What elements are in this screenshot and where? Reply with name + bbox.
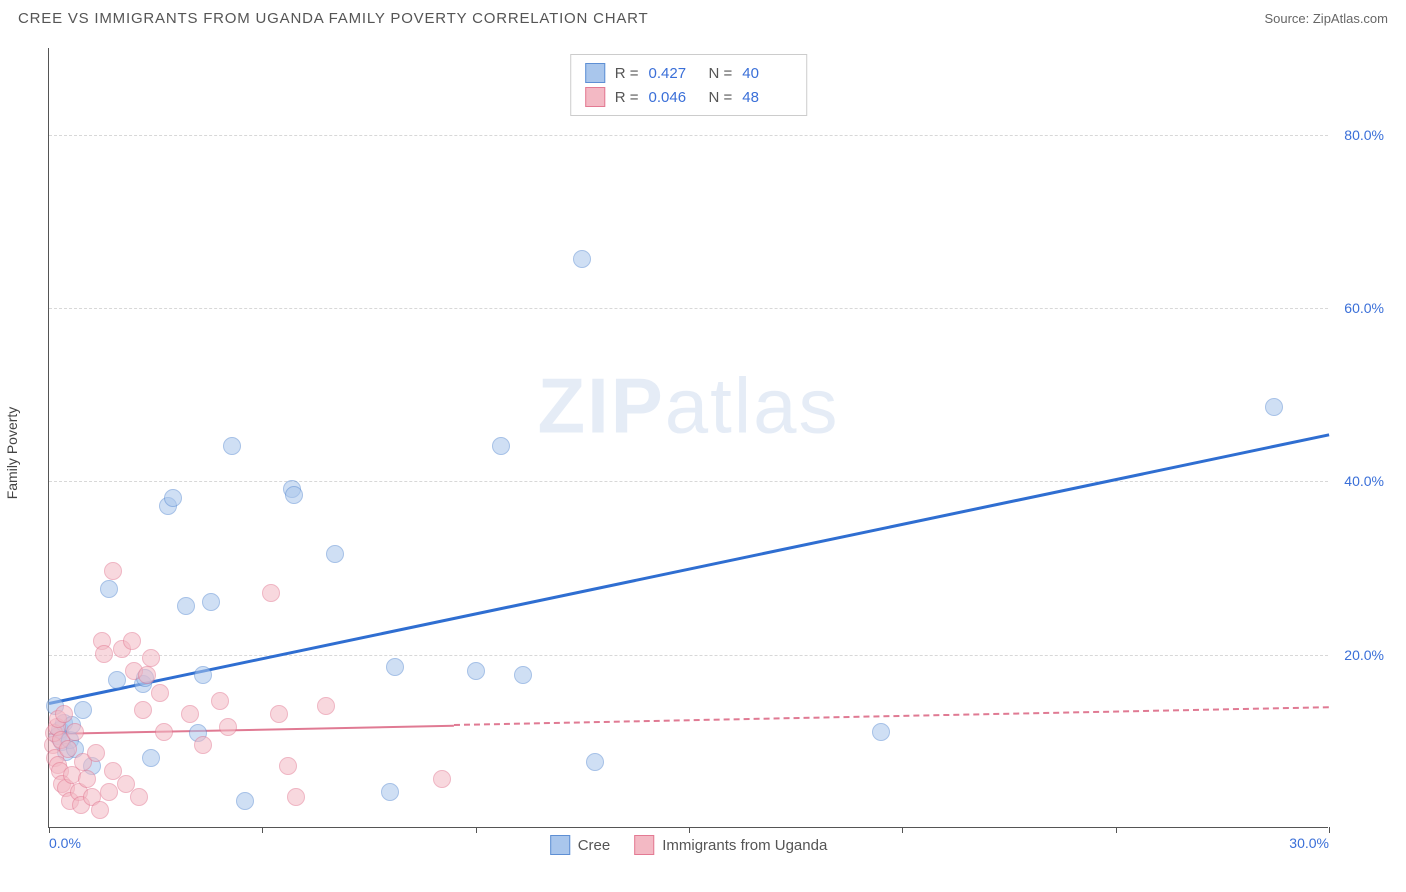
- data-point-uganda: [317, 697, 335, 715]
- data-point-uganda: [95, 645, 113, 663]
- data-point-cree: [223, 437, 241, 455]
- data-point-cree: [467, 662, 485, 680]
- data-point-cree: [177, 597, 195, 615]
- data-point-cree: [492, 437, 510, 455]
- trend-line: [49, 434, 1330, 706]
- y-tick-label: 60.0%: [1344, 300, 1384, 316]
- x-tick-label: 0.0%: [49, 835, 81, 851]
- y-tick-label: 40.0%: [1344, 473, 1384, 489]
- data-point-cree: [108, 671, 126, 689]
- chart-title: CREE VS IMMIGRANTS FROM UGANDA FAMILY PO…: [18, 10, 649, 27]
- x-tick: [49, 827, 50, 833]
- x-tick: [902, 827, 903, 833]
- data-point-cree: [74, 701, 92, 719]
- legend-row-uganda: R = 0.046 N = 48: [585, 85, 793, 109]
- series-legend: Cree Immigrants from Uganda: [550, 835, 828, 855]
- legend-swatch-icon: [585, 63, 605, 83]
- data-point-cree: [194, 666, 212, 684]
- data-point-uganda: [78, 770, 96, 788]
- data-point-cree: [202, 593, 220, 611]
- data-point-uganda: [59, 740, 77, 758]
- data-point-cree: [872, 723, 890, 741]
- legend-n-label: N =: [709, 89, 733, 106]
- series-legend-item-uganda: Immigrants from Uganda: [634, 835, 827, 855]
- data-point-uganda: [262, 584, 280, 602]
- legend-r-value: 0.046: [649, 89, 699, 106]
- data-point-uganda: [194, 736, 212, 754]
- data-point-uganda: [55, 705, 73, 723]
- series-label: Cree: [578, 837, 611, 854]
- data-point-uganda: [433, 770, 451, 788]
- correlation-legend: R = 0.427 N = 40 R = 0.046 N = 48: [570, 54, 808, 116]
- y-tick-label: 80.0%: [1344, 127, 1384, 143]
- legend-n-value: 48: [742, 89, 792, 106]
- legend-r-label: R =: [615, 89, 639, 106]
- x-tick: [476, 827, 477, 833]
- data-point-cree: [100, 580, 118, 598]
- data-point-cree: [285, 486, 303, 504]
- data-point-uganda: [87, 744, 105, 762]
- legend-n-value: 40: [742, 65, 792, 82]
- series-label: Immigrants from Uganda: [662, 837, 827, 854]
- data-point-cree: [326, 545, 344, 563]
- data-point-uganda: [100, 783, 118, 801]
- data-point-cree: [514, 666, 532, 684]
- series-legend-item-cree: Cree: [550, 835, 611, 855]
- data-point-cree: [573, 250, 591, 268]
- data-point-uganda: [219, 718, 237, 736]
- x-tick: [1116, 827, 1117, 833]
- trend-line: [49, 724, 454, 734]
- x-tick-label: 30.0%: [1289, 835, 1329, 851]
- data-point-cree: [164, 489, 182, 507]
- data-point-uganda: [287, 788, 305, 806]
- data-point-uganda: [138, 666, 156, 684]
- data-point-uganda: [151, 684, 169, 702]
- legend-swatch-icon: [550, 835, 570, 855]
- data-point-cree: [236, 792, 254, 810]
- chart-container: Family Poverty ZIPatlas R =0.427N =40R =…: [48, 48, 1388, 858]
- data-point-cree: [1265, 398, 1283, 416]
- data-point-uganda: [66, 723, 84, 741]
- gridline: [49, 135, 1328, 136]
- x-tick: [689, 827, 690, 833]
- data-point-uganda: [123, 632, 141, 650]
- legend-swatch-icon: [585, 87, 605, 107]
- data-point-cree: [142, 749, 160, 767]
- y-axis-label: Family Poverty: [4, 407, 20, 500]
- x-tick: [262, 827, 263, 833]
- data-point-cree: [381, 783, 399, 801]
- plot-area: ZIPatlas R =0.427N =40R =0.046N =48 Cree…: [48, 48, 1328, 828]
- data-point-uganda: [155, 723, 173, 741]
- legend-r-value: 0.427: [649, 65, 699, 82]
- data-point-uganda: [134, 701, 152, 719]
- legend-n-label: N =: [709, 65, 733, 82]
- data-point-uganda: [279, 757, 297, 775]
- data-point-cree: [586, 753, 604, 771]
- data-point-uganda: [91, 801, 109, 819]
- data-point-uganda: [270, 705, 288, 723]
- trend-line: [454, 707, 1329, 727]
- data-point-uganda: [130, 788, 148, 806]
- source-prefix: Source:: [1264, 11, 1312, 26]
- data-point-uganda: [104, 562, 122, 580]
- legend-r-label: R =: [615, 65, 639, 82]
- data-point-cree: [386, 658, 404, 676]
- gridline: [49, 308, 1328, 309]
- source-attribution: Source: ZipAtlas.com: [1264, 11, 1388, 26]
- data-point-uganda: [142, 649, 160, 667]
- gridline: [49, 655, 1328, 656]
- y-tick-label: 20.0%: [1344, 647, 1384, 663]
- header-bar: CREE VS IMMIGRANTS FROM UGANDA FAMILY PO…: [0, 0, 1406, 33]
- legend-row-cree: R = 0.427 N = 40: [585, 61, 793, 85]
- x-tick: [1329, 827, 1330, 833]
- data-point-uganda: [211, 692, 229, 710]
- source-name: ZipAtlas.com: [1313, 11, 1388, 26]
- watermark-bold: ZIP: [537, 362, 664, 450]
- legend-swatch-icon: [634, 835, 654, 855]
- watermark-light: atlas: [665, 362, 840, 450]
- data-point-uganda: [181, 705, 199, 723]
- watermark: ZIPatlas: [537, 361, 839, 452]
- gridline: [49, 481, 1328, 482]
